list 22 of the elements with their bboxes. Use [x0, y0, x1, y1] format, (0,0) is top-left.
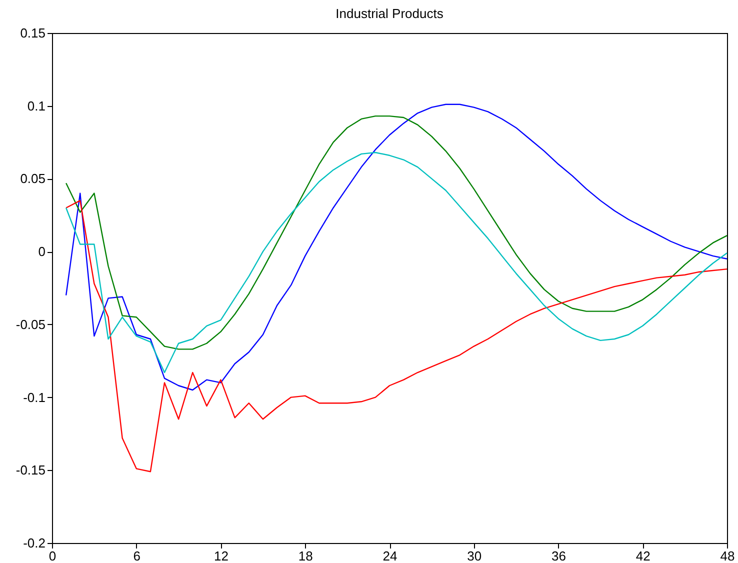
y-tick-label: 0.15: [20, 26, 46, 40]
line-series: [65, 200, 728, 472]
x-tick-label: 24: [382, 548, 398, 563]
x-tick-label: 42: [636, 548, 650, 563]
y-tick-label: 0.05: [20, 171, 46, 186]
line-series: [65, 104, 728, 391]
x-tick-label: 12: [214, 548, 228, 563]
x-tick-label: 48: [720, 548, 735, 563]
y-tick-label: 0: [38, 244, 46, 260]
y-tick-label: -0.1: [23, 390, 46, 405]
x-tick-label: 6: [133, 548, 140, 563]
y-tick-label: -0.05: [16, 316, 46, 332]
x-tick-label: 0: [48, 548, 56, 563]
y-tick-label: -0.2: [23, 536, 46, 550]
x-tick-label: 36: [552, 548, 566, 563]
x-tick-label: 30: [467, 548, 482, 563]
line-series: [65, 115, 728, 350]
y-tick-label: 0.1: [27, 98, 46, 114]
chart-title: Industrial Products: [336, 6, 444, 21]
y-tick-label: -0.15: [16, 462, 46, 478]
line-series: [65, 152, 728, 374]
x-tick-label: 18: [298, 548, 313, 563]
